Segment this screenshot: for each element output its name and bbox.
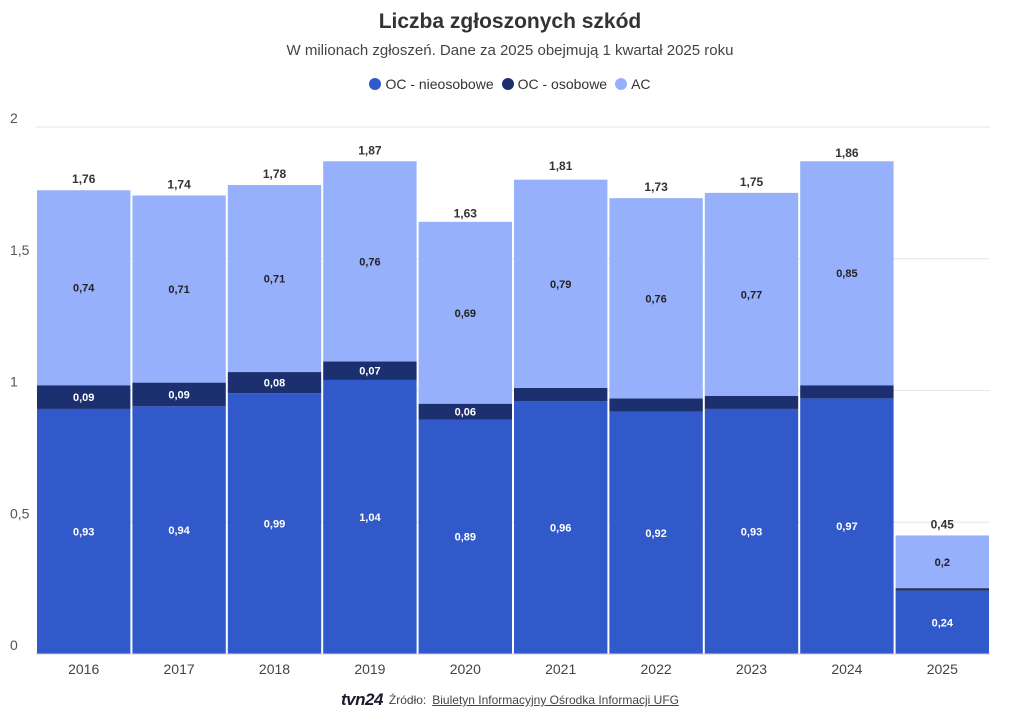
bar-segment <box>704 395 799 409</box>
bar-segment <box>227 184 322 373</box>
bar-segment <box>800 398 894 654</box>
stacked-bar-chart: 0 0,5 1 1,5 2 0,93 0,09 0,74 1,76 2016 0,94 0,09 0,7… <box>10 110 990 677</box>
x-tick-label: 2021 <box>545 661 576 677</box>
legend-swatch-oc-nieosobowe <box>369 78 382 90</box>
total-label: 1,75 <box>740 175 764 189</box>
x-tick-label: 2024 <box>831 661 862 677</box>
total-label: 1,87 <box>358 143 382 157</box>
bar-segment <box>895 588 989 591</box>
bar-segment <box>132 195 226 383</box>
data-label: 0,97 <box>836 521 857 533</box>
data-label: 0,92 <box>645 528 666 540</box>
legend-swatch-ac <box>615 78 628 90</box>
data-label: 0,69 <box>455 308 476 320</box>
bar-segment <box>704 408 799 654</box>
legend-item-ac[interactable]: AC <box>615 76 651 92</box>
bar-segment <box>609 198 703 399</box>
x-tick-label: 2023 <box>736 661 767 677</box>
x-tick-label: 2018 <box>259 661 290 677</box>
bar-segment <box>418 403 512 420</box>
chart-title: Liczba zgłoszonych szkód <box>378 10 642 33</box>
data-label: 0,09 <box>168 389 189 401</box>
total-label: 1,86 <box>835 146 859 160</box>
y-tick-label: 2 <box>10 110 18 126</box>
total-label: 1,73 <box>644 180 668 194</box>
total-label: 1,74 <box>167 178 191 192</box>
chart-subtitle: W milionach zgłoszeń. Dane za 2025 obejm… <box>286 42 734 59</box>
bar-segment <box>37 385 131 409</box>
legend: OC - nieosobowe OC - osobowe AC <box>0 76 1020 92</box>
source-link[interactable]: Biuletyn Informacyjny Ośrodka Informacji… <box>432 693 680 707</box>
x-tick-label: 2019 <box>354 661 385 677</box>
data-label: 0,94 <box>168 525 190 537</box>
bar-segment <box>323 361 417 380</box>
bar-segment <box>800 161 894 386</box>
bar-segment <box>227 393 322 654</box>
total-label: 1,78 <box>263 167 287 181</box>
source-footer: tvn24 Źródło: Biuletyn Informacyjny Ośro… <box>0 690 1020 710</box>
x-tick-label: 2025 <box>927 661 958 677</box>
data-label: 0,76 <box>359 256 380 268</box>
data-label: 0,99 <box>264 519 285 531</box>
x-tick-label: 2017 <box>164 661 195 677</box>
bar-segment <box>609 398 703 412</box>
data-label: 0,93 <box>741 526 762 538</box>
legend-item-oc-nieosobowe[interactable]: OC - nieosobowe <box>369 76 494 92</box>
y-tick-label: 0,5 <box>10 505 30 521</box>
bar-segment <box>227 372 322 394</box>
tvn24-logo: tvn24 <box>340 690 383 709</box>
data-label: 0,77 <box>741 289 762 301</box>
data-label: 0,93 <box>73 526 94 538</box>
data-label: 0,71 <box>264 274 285 286</box>
bar-segment <box>37 190 131 386</box>
bar-segment <box>418 221 512 404</box>
bar-segment <box>895 590 989 654</box>
data-label: 0,07 <box>359 366 380 378</box>
y-tick-label: 1,5 <box>10 242 30 258</box>
legend-item-oc-osobowe[interactable]: OC - osobowe <box>501 76 608 92</box>
data-label: 0,24 <box>932 617 954 629</box>
bar-segment <box>323 379 417 654</box>
bar-segment <box>514 179 608 388</box>
source-label: Źródło: <box>388 693 427 707</box>
data-label: 0,09 <box>73 392 94 404</box>
bar-segment <box>704 192 799 396</box>
data-label: 0,89 <box>455 532 476 544</box>
legend-label-oc-nieosobowe: OC - nieosobowe <box>385 76 494 92</box>
data-label: 0,08 <box>264 378 285 390</box>
bar-segment <box>323 161 417 362</box>
data-label: 0,79 <box>550 279 571 291</box>
total-label: 0,45 <box>931 517 955 531</box>
data-label: 1,04 <box>359 512 381 524</box>
total-label: 1,63 <box>454 206 478 220</box>
x-tick-label: 2022 <box>641 661 672 677</box>
total-label: 1,76 <box>72 172 96 186</box>
data-label: 0,71 <box>168 284 189 296</box>
x-tick-label: 2016 <box>68 661 99 677</box>
legend-swatch-oc-osobowe <box>501 78 514 90</box>
bar-segment <box>609 411 703 654</box>
bar-segment <box>800 385 894 399</box>
bar-segment <box>514 401 608 654</box>
data-label: 0,06 <box>455 407 476 419</box>
data-label: 0,74 <box>73 283 95 295</box>
total-label: 1,81 <box>549 159 573 173</box>
x-tick-label: 2020 <box>450 661 481 677</box>
legend-label-ac: AC <box>631 76 651 92</box>
bar-segment <box>514 387 608 402</box>
bar-segment <box>895 535 989 589</box>
y-tick-label: 1 <box>10 374 18 390</box>
bar-segment <box>132 382 226 407</box>
legend-label-oc-osobowe: OC - osobowe <box>517 76 608 92</box>
data-label: 0,96 <box>550 523 571 535</box>
y-tick-label: 0 <box>10 637 18 653</box>
bar-segment <box>418 419 512 654</box>
data-label: 0,76 <box>645 293 666 305</box>
data-label: 0,85 <box>836 268 857 280</box>
bar-segment <box>37 408 131 654</box>
bar-segment <box>132 406 226 654</box>
data-label: 0,2 <box>935 557 950 569</box>
